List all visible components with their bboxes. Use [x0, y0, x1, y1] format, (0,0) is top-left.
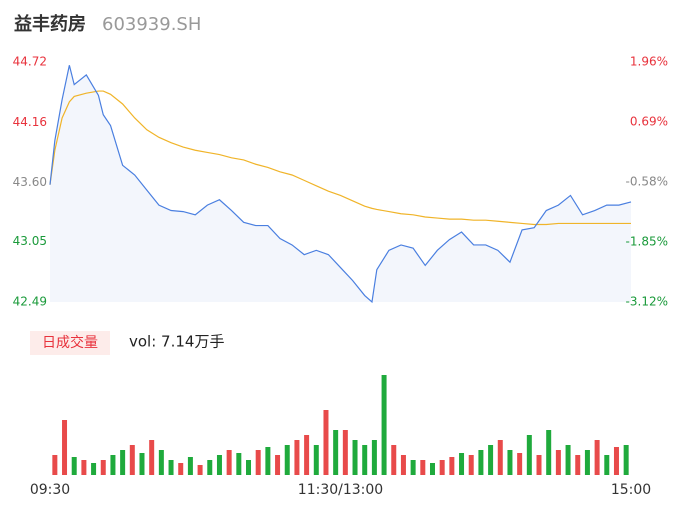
stock-name: 益丰药房	[14, 13, 86, 35]
volume-bar	[216, 455, 222, 475]
volume-bar	[459, 453, 465, 475]
volume-bar	[507, 450, 513, 475]
volume-bar	[52, 455, 58, 475]
volume-bar	[604, 455, 610, 475]
volume-bar	[323, 410, 329, 475]
volume-bar	[110, 455, 116, 475]
volume-bar	[120, 450, 126, 475]
price-line	[49, 65, 632, 304]
y-tick-label: 42.49	[13, 295, 47, 309]
price-area	[50, 65, 631, 302]
volume-bar	[429, 463, 435, 475]
volume-bar	[555, 450, 561, 475]
volume-bar	[478, 450, 484, 475]
volume-bar	[333, 430, 339, 475]
volume-bar	[449, 457, 455, 475]
volume-summary: vol: 7.14万手	[129, 333, 224, 351]
volume-bar	[400, 455, 406, 475]
volume-bar	[313, 445, 319, 475]
volume-bar	[158, 450, 164, 475]
y2-tick-label: 1.96%	[630, 55, 668, 69]
volume-bar	[381, 375, 387, 475]
volume-bar	[546, 430, 552, 475]
y-tick-label: 44.16	[13, 115, 47, 129]
volume-bar	[536, 455, 542, 475]
volume-bar	[613, 447, 619, 475]
volume-bar	[236, 453, 242, 475]
volume-bar	[362, 445, 368, 475]
volume-bar	[71, 457, 77, 475]
volume-bar	[391, 445, 397, 475]
volume-bar	[284, 445, 290, 475]
volume-bar	[62, 420, 68, 475]
volume-label-box	[30, 331, 110, 355]
volume-bar	[420, 460, 426, 475]
volume-bar	[352, 440, 358, 475]
volume-bar	[187, 457, 193, 475]
volume-bar	[594, 440, 600, 475]
volume-bar	[526, 435, 532, 475]
y2-tick-label: -1.85%	[626, 235, 668, 249]
volume-bar	[468, 455, 474, 475]
x-tick-label: 15:00	[611, 482, 651, 498]
y2-tick-label: 0.69%	[630, 115, 668, 129]
volume-bar	[371, 440, 377, 475]
volume-bar	[304, 435, 310, 475]
x-tick-label: 09:30	[30, 482, 70, 498]
volume-bar	[439, 460, 445, 475]
volume-bar	[91, 463, 97, 475]
volume-bar	[517, 453, 523, 475]
volume-bar	[207, 460, 213, 475]
stock-code: 603939.SH	[102, 14, 201, 35]
volume-bar	[623, 445, 629, 475]
volume-bar	[226, 450, 232, 475]
volume-bar	[197, 465, 203, 475]
volume-bar	[488, 445, 494, 475]
y2-tick-label: -0.58%	[626, 175, 668, 189]
volume-bar	[265, 447, 271, 475]
volume-bar	[178, 463, 184, 475]
volume-bar	[168, 460, 174, 475]
volume-bar	[100, 460, 106, 475]
volume-bar	[342, 430, 348, 475]
volume-bar	[275, 455, 281, 475]
volume-bar	[255, 450, 261, 475]
volume-bar	[584, 450, 590, 475]
volume-bar	[565, 445, 571, 475]
y-tick-label: 43.60	[13, 175, 47, 189]
volume-bar	[294, 440, 300, 475]
volume-bar	[246, 460, 252, 475]
y-tick-label: 43.05	[13, 234, 47, 248]
volume-bar	[149, 440, 155, 475]
volume-bar	[139, 453, 145, 475]
volume-bar	[575, 455, 581, 475]
x-tick-label: 11:30/13:00	[298, 482, 383, 498]
y-tick-label: 44.72	[13, 55, 47, 69]
average-line	[49, 90, 631, 226]
volume-bar	[81, 460, 87, 475]
volume-label: 日成交量	[42, 334, 98, 351]
volume-bar	[410, 460, 416, 475]
volume-bar	[129, 445, 135, 475]
y2-tick-label: -3.12%	[626, 295, 668, 309]
volume-bar	[497, 440, 503, 475]
